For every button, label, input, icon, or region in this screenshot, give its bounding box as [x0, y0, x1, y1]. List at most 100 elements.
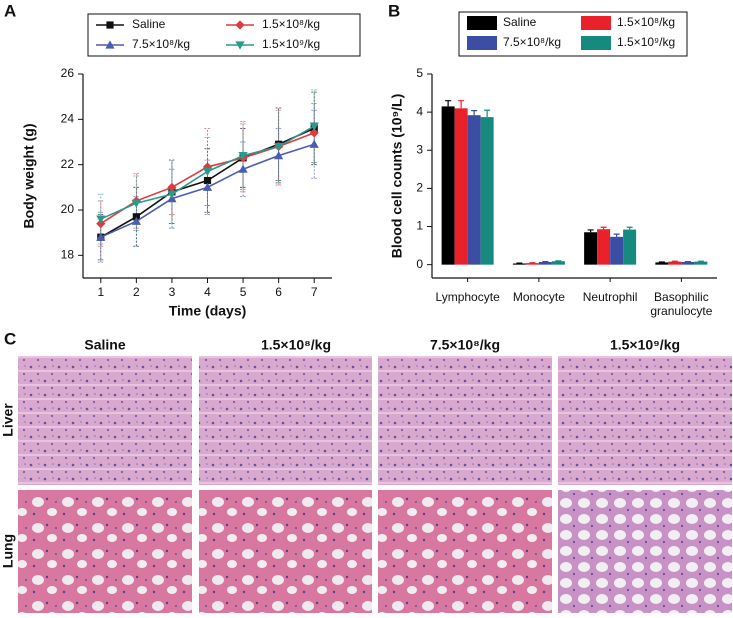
bar: [454, 108, 468, 265]
panel-label: C: [4, 329, 16, 348]
error-bar: [204, 159, 211, 215]
x-tick-label: 6: [275, 285, 282, 299]
bar: [551, 261, 565, 265]
marker: [309, 139, 319, 148]
legend-label: 1.5×10⁸/kg: [262, 17, 320, 31]
error-bar: [240, 141, 247, 197]
marker: [202, 167, 213, 177]
marker: [203, 176, 212, 185]
x-tick-label: Neutrophil: [583, 290, 638, 304]
bar: [467, 115, 481, 265]
error-bar: [168, 159, 175, 229]
image: [199, 490, 372, 613]
column-header: 7.5×10⁸/kg: [430, 337, 500, 353]
y-tick-label: 24: [61, 112, 75, 126]
error-bar: [587, 229, 594, 233]
marker: [202, 182, 213, 191]
marker: [131, 216, 141, 225]
error-bar: [204, 137, 211, 206]
x-tick-label: 1: [97, 285, 104, 299]
bar: [441, 106, 455, 265]
column-header: 1.5×10⁸/kg: [261, 337, 331, 353]
x-tick-label: Monocyte: [513, 290, 565, 304]
bar: [584, 232, 598, 265]
legend-label: 7.5×10⁸/kg: [132, 37, 190, 51]
row-label: Liver: [0, 403, 16, 437]
marker: [274, 151, 284, 160]
error-bar: [600, 226, 607, 230]
marker: [235, 41, 245, 50]
legend-label: Saline: [132, 17, 166, 31]
bar: [480, 117, 494, 265]
x-axis-title: Time (days): [169, 303, 247, 319]
error-bar: [133, 175, 140, 231]
y-tick-label: 18: [61, 248, 75, 262]
marker: [106, 21, 114, 29]
legend-swatch: [581, 36, 611, 50]
error-bar: [626, 226, 633, 230]
marker: [96, 215, 106, 224]
column-header: Saline: [84, 337, 125, 353]
image: [378, 490, 552, 613]
marker: [105, 40, 115, 49]
x-tick-label: Lymphocyte: [435, 290, 500, 304]
marker: [238, 152, 248, 161]
error-bar: [445, 100, 452, 107]
y-axis-title: Blood cell counts (10⁹/L): [389, 94, 405, 259]
marker: [96, 232, 106, 241]
y-tick-label: 20: [61, 202, 75, 216]
bar: [668, 261, 682, 265]
histology-images: [18, 356, 732, 613]
image: [18, 356, 192, 485]
image: [18, 490, 192, 613]
marker: [274, 142, 284, 152]
x-tick-label: 7: [311, 285, 318, 299]
marker: [131, 199, 141, 208]
bar: [655, 262, 669, 265]
y-axis-title: Body weight (g): [21, 124, 37, 229]
y-tick-label: 3: [416, 142, 423, 156]
bar: [623, 229, 637, 265]
panel-label: B: [388, 1, 400, 20]
y-tick-label: 1: [416, 219, 423, 233]
legend-label: 7.5×10⁸/kg: [503, 35, 561, 49]
x-tick-label: 4: [204, 285, 211, 299]
error-bar: [311, 109, 318, 179]
panel-label: A: [4, 1, 16, 20]
bar: [681, 261, 695, 265]
image: [558, 490, 732, 613]
legend-label: 1.5×10⁹/kg: [617, 35, 675, 49]
row-label: Lung: [0, 534, 16, 568]
error-bar: [471, 110, 478, 116]
marker: [309, 122, 319, 131]
column-header: 1.5×10⁹/kg: [610, 337, 680, 353]
marker: [235, 20, 245, 30]
legend-swatch: [467, 36, 497, 50]
y-tick-label: 0: [416, 257, 423, 271]
bar: [694, 261, 708, 265]
bar: [525, 263, 539, 265]
bar: [538, 261, 552, 265]
y-tick-label: 26: [61, 66, 75, 80]
image: [558, 356, 732, 485]
y-tick-label: 22: [61, 157, 75, 171]
y-tick-label: 4: [416, 104, 423, 118]
error-bar: [613, 233, 620, 237]
legend-label: 1.5×10⁸/kg: [617, 15, 675, 29]
x-tick-label: Basophilic granulocyte: [650, 290, 712, 318]
bar: [512, 263, 526, 265]
error-bar: [484, 109, 491, 118]
image: [378, 356, 552, 485]
legend-swatch: [581, 16, 611, 30]
legend-box: [87, 13, 361, 57]
marker: [238, 164, 248, 173]
marker: [167, 182, 177, 192]
image: [199, 356, 372, 485]
marker: [309, 128, 319, 138]
error-bar: [458, 100, 465, 109]
legend-label: Saline: [503, 15, 537, 29]
error-bar: [240, 121, 247, 190]
marker: [167, 190, 177, 199]
x-tick-label: 3: [169, 285, 176, 299]
